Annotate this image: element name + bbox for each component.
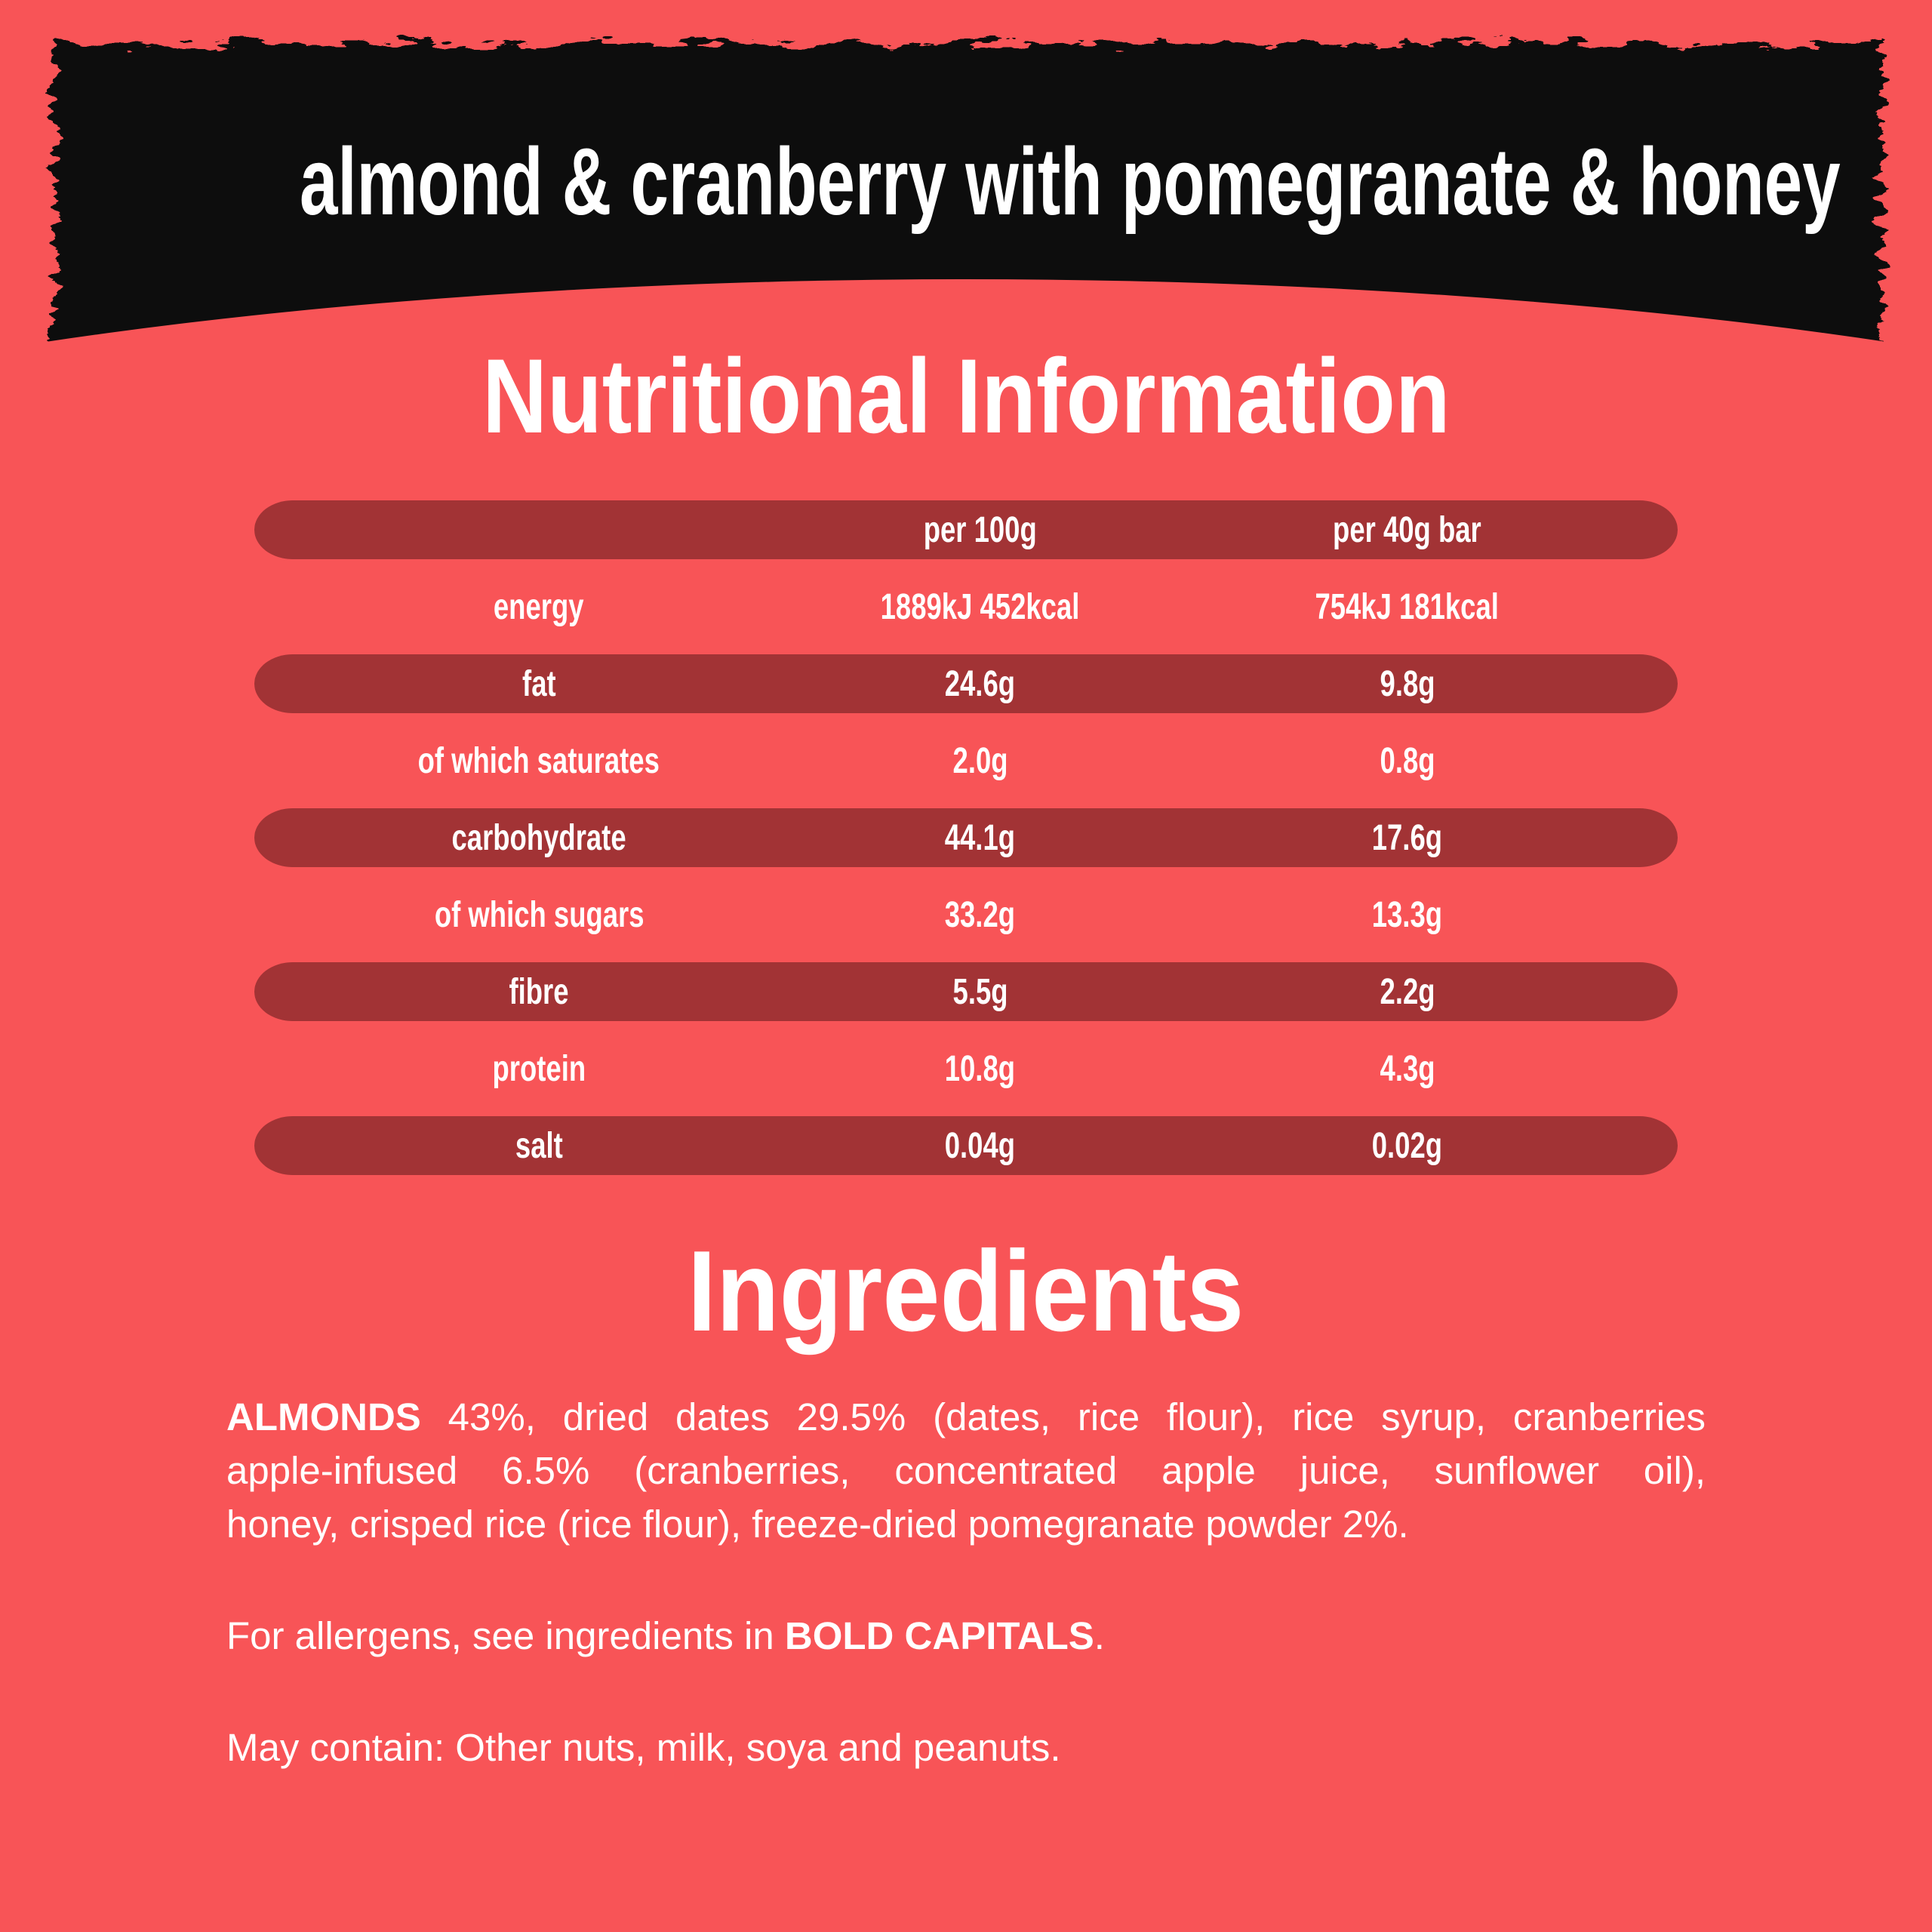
row-value-per-40g: 754kJ 181kcal (1315, 586, 1500, 627)
ingredients-line: ALMONDS 43%, dried dates 29.5% (dates, r… (226, 1390, 1706, 1444)
table-row-fat: fat 24.6g 9.8g (254, 645, 1678, 722)
row-label: fat (521, 663, 556, 704)
nutrition-table: per 100g per 40g bar energy 1889kJ 452kc… (254, 491, 1678, 1184)
nutrition-heading: Nutritional Information (0, 338, 1932, 454)
table-header-row: per 100g per 40g bar (254, 491, 1678, 568)
row-value-per-100g: 44.1g (945, 817, 1016, 858)
row-value-per-100g: 2.0g (952, 740, 1008, 781)
allergen-note-prefix: For allergens, see ingredients in (226, 1614, 785, 1657)
ingredients-line: apple-infused 6.5% (cranberries, concent… (226, 1444, 1706, 1497)
ingredients-heading: Ingredients (0, 1227, 1932, 1355)
row-value-per-100g: 24.6g (945, 663, 1016, 704)
table-row-carbohydrate: carbohydrate 44.1g 17.6g (254, 799, 1678, 876)
row-label: fibre (509, 971, 569, 1012)
ingredients-text: apple-infused 6.5% (cranberries, concent… (226, 1449, 1706, 1492)
row-label: protein (492, 1048, 586, 1089)
allergen-note-bold: BOLD CAPITALS (784, 1614, 1094, 1657)
row-label: energy (494, 586, 585, 627)
row-value-per-100g: 0.04g (945, 1125, 1016, 1166)
header-per-100g-cell: per 100g (823, 509, 1137, 551)
table-row-saturates: of which saturates 2.0g 0.8g (254, 722, 1678, 799)
row-value-per-40g: 17.6g (1371, 817, 1443, 858)
row-label: of which saturates (418, 740, 660, 781)
row-value-per-100g: 5.5g (952, 971, 1008, 1012)
ingredients-heading-text: Ingredients (688, 1227, 1244, 1355)
allergen-ingredient-bold: ALMONDS (226, 1395, 421, 1438)
row-value-per-100g: 1889kJ 452kcal (880, 586, 1080, 627)
row-value-per-40g: 2.2g (1380, 971, 1435, 1012)
row-value-per-40g: 0.02g (1371, 1125, 1443, 1166)
table-row-fibre: fibre 5.5g 2.2g (254, 953, 1678, 1030)
table-row-sugars: of which sugars 33.2g 13.3g (254, 876, 1678, 953)
table-row-salt: salt 0.04g 0.02g (254, 1107, 1678, 1184)
row-label: of which sugars (434, 894, 645, 935)
column-per-100g: per 100g (923, 509, 1037, 550)
ingredients-line: honey, crisped rice (rice flour), freeze… (226, 1497, 1706, 1551)
may-contain-note: May contain: Other nuts, milk, soya and … (226, 1721, 1706, 1774)
table-row-energy: energy 1889kJ 452kcal 754kJ 181kcal (254, 568, 1678, 645)
nutrition-heading-text: Nutritional Information (481, 337, 1451, 455)
table-row-protein: protein 10.8g 4.3g (254, 1030, 1678, 1107)
product-flavour-title-text: almond & cranberry with pomegranate & ho… (299, 128, 1841, 235)
ingredients-text: honey, crisped rice (rice flour), freeze… (226, 1503, 1409, 1546)
banner-bottom-arc (0, 279, 1932, 483)
row-value-per-40g: 9.8g (1380, 663, 1435, 704)
ingredients-paragraph: ALMONDS 43%, dried dates 29.5% (dates, r… (226, 1390, 1706, 1551)
header-per-40g-cell: per 40g bar (1137, 509, 1678, 551)
product-flavour-title: almond & cranberry with pomegranate & ho… (0, 128, 1932, 235)
row-label: carbohydrate (451, 817, 626, 858)
row-value-per-40g: 13.3g (1371, 894, 1443, 935)
row-value-per-100g: 33.2g (945, 894, 1016, 935)
may-contain-text: May contain: Other nuts, milk, soya and … (226, 1726, 1061, 1769)
banner-torn-shape (0, 44, 1932, 483)
allergen-note-suffix: . (1094, 1614, 1105, 1657)
allergen-note: For allergens, see ingredients in BOLD C… (226, 1609, 1706, 1663)
row-value-per-40g: 0.8g (1380, 740, 1435, 781)
row-label: salt (515, 1125, 563, 1166)
column-per-40g-bar: per 40g bar (1333, 509, 1481, 550)
row-value-per-40g: 4.3g (1380, 1048, 1435, 1089)
ingredients-text: 43%, dried dates 29.5% (dates, rice flou… (420, 1395, 1706, 1438)
row-value-per-100g: 10.8g (945, 1048, 1016, 1089)
